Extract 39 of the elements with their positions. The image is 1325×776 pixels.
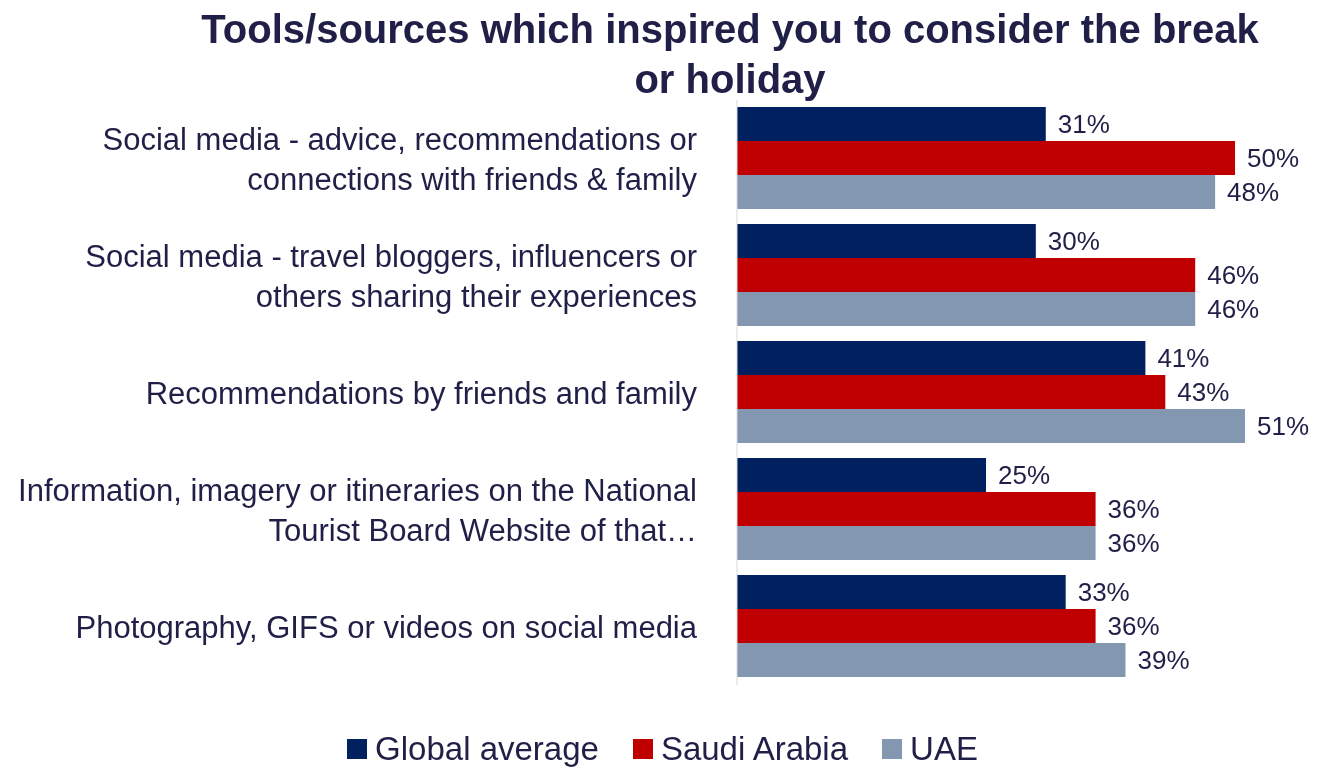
bar — [737, 643, 1126, 677]
data-label: 50% — [1247, 143, 1300, 174]
legend-label: Saudi Arabia — [660, 730, 849, 768]
data-label: 39% — [1137, 645, 1190, 676]
data-label: 51% — [1257, 411, 1310, 442]
data-label: 36% — [1107, 494, 1160, 525]
data-label: 36% — [1107, 528, 1160, 559]
bar — [737, 258, 1196, 292]
data-label: 33% — [1077, 577, 1130, 608]
bar — [737, 458, 987, 492]
data-label: 31% — [1057, 109, 1110, 140]
data-label: 48% — [1227, 177, 1280, 208]
bar — [737, 224, 1036, 258]
bar — [737, 409, 1245, 443]
data-label: 43% — [1177, 377, 1230, 408]
bar — [737, 575, 1066, 609]
data-label: 46% — [1207, 294, 1260, 325]
bar — [737, 292, 1196, 326]
bar — [737, 526, 1096, 560]
bar — [737, 175, 1216, 209]
legend-label: UAE — [910, 730, 978, 768]
y-tick-label: Social media - travel bloggers, influencers or others sharing their experiences — [85, 238, 697, 313]
bar — [737, 107, 1046, 141]
bar — [737, 341, 1146, 375]
chart-title: Tools/sources which inspired you to consider the break or holiday — [200, 6, 1260, 103]
data-label: 25% — [998, 460, 1051, 491]
data-label: 30% — [1047, 226, 1100, 257]
y-tick-label: Recommendations by friends and family — [145, 375, 698, 410]
data-label: 41% — [1157, 343, 1210, 374]
y-tick-label: Social media - advice, recommendations or connections with friends & family — [102, 121, 698, 196]
bar — [737, 492, 1096, 526]
data-label: 36% — [1107, 611, 1160, 642]
bar — [737, 141, 1236, 175]
bar — [737, 609, 1096, 643]
data-label: 46% — [1207, 260, 1260, 291]
y-tick-label: Information, imagery or itineraries on the National Tourist Board Website of that… — [18, 472, 697, 547]
y-tick-label: Photography, GIFS or videos on social media — [75, 609, 698, 644]
legend-label: Global average — [375, 730, 599, 768]
bar — [737, 375, 1166, 409]
